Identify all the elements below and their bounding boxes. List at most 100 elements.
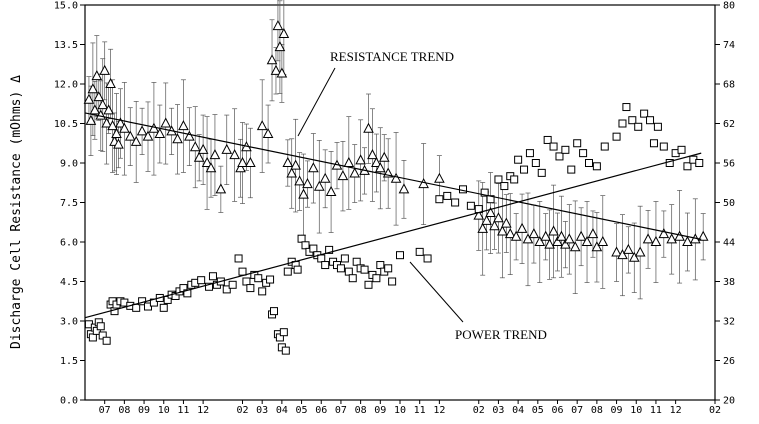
square-point	[537, 168, 546, 177]
series-layer	[83, 19, 709, 355]
square-point	[208, 272, 217, 281]
triangle-point	[500, 217, 512, 228]
triangle-point	[569, 241, 581, 252]
triangle-point	[115, 117, 126, 128]
x-tick-label: 06	[551, 405, 563, 416]
triangle-point	[522, 233, 534, 244]
triangle-point	[178, 120, 189, 131]
y2-tick-label: 44	[723, 238, 735, 249]
triangle-point	[119, 122, 130, 133]
triangle-point	[534, 235, 546, 246]
square-point	[321, 261, 330, 270]
y-tick-label: 1.5	[60, 356, 78, 367]
x-tick-label: 02	[236, 405, 248, 416]
triangle-point	[302, 177, 313, 189]
square-point	[634, 122, 643, 131]
y-tick-label: 7.5	[60, 198, 78, 209]
triangle-point	[697, 230, 709, 241]
square-point	[695, 159, 704, 167]
square-point	[238, 267, 247, 276]
square-point	[279, 328, 288, 337]
y2-tick-label: 80	[723, 1, 735, 12]
x-tick-label: 08	[118, 405, 130, 416]
square-point	[459, 185, 467, 194]
triangle-point	[136, 125, 148, 136]
triangle-point	[581, 235, 593, 246]
triangle-point	[290, 159, 301, 170]
triangle-point	[276, 67, 288, 78]
x-tick-label: 05	[532, 405, 544, 416]
y2-tick-label: 50	[723, 198, 735, 209]
square-point	[543, 135, 552, 144]
square-point	[309, 244, 318, 253]
x-tick-label: 08	[355, 405, 367, 416]
square-point	[525, 149, 534, 158]
x-tick-label: 12	[670, 405, 682, 416]
triangle-point	[493, 212, 504, 223]
square-point	[415, 247, 424, 256]
square-point	[510, 175, 519, 184]
y2-tick-label: 56	[723, 159, 735, 170]
square-point	[640, 109, 649, 118]
triangle-point	[142, 130, 154, 141]
square-point	[228, 280, 237, 289]
square-point	[683, 162, 692, 171]
triangle-point	[107, 120, 118, 131]
triangle-point	[398, 183, 410, 194]
triangle-point	[105, 77, 116, 88]
square-point	[573, 139, 582, 148]
square-point	[360, 265, 369, 274]
y-tick-label: 15.0	[54, 1, 78, 12]
square-point	[653, 122, 662, 131]
triangle-point	[101, 117, 112, 128]
triangle-point	[485, 206, 496, 218]
triangle-point	[666, 233, 678, 244]
x-tick-label: 11	[177, 405, 189, 416]
x-tick-label: 03	[256, 405, 268, 416]
square-point	[376, 261, 385, 270]
triangle-point	[378, 151, 390, 162]
annotation-leader-resistance	[297, 67, 336, 137]
triangle-point	[154, 127, 166, 139]
triangle-point	[89, 104, 101, 115]
y2-tick-label: 20	[723, 396, 735, 407]
square-point	[222, 285, 231, 294]
square-point	[132, 303, 141, 312]
triangle-point	[349, 167, 361, 178]
triangle-point	[597, 235, 609, 246]
y-tick-label: 9.0	[60, 159, 78, 170]
x-tick-label: 04	[276, 405, 288, 416]
annotation-resistance-trend: RESISTANCE TREND	[330, 49, 454, 64]
x-tick-label: 04	[512, 405, 524, 416]
triangle-point	[99, 64, 111, 75]
square-point	[592, 162, 601, 171]
x-tick-label: 02	[709, 405, 721, 416]
triangle-point	[477, 222, 489, 233]
triangle-point	[298, 188, 309, 199]
triangle-point	[91, 70, 103, 81]
triangle-point	[282, 156, 294, 167]
triangle-point	[516, 222, 528, 233]
triangle-point	[371, 156, 382, 167]
triangle-point	[367, 149, 378, 160]
axes-layer	[80, 4, 720, 404]
triangle-point	[628, 251, 640, 262]
triangle-point	[504, 228, 516, 239]
square-point	[293, 265, 302, 274]
square-point	[549, 142, 558, 151]
triangle-point	[274, 41, 286, 52]
triangle-point	[184, 130, 195, 141]
y2-tick-label: 26	[723, 356, 735, 367]
x-tick-label: 09	[374, 405, 386, 416]
x-tick-label: 10	[394, 405, 406, 416]
triangle-point	[325, 185, 337, 196]
triangle-point	[552, 235, 563, 246]
triangle-point	[97, 98, 109, 110]
x-tick-label: 11	[650, 405, 662, 416]
square-point	[325, 245, 334, 254]
triangle-point	[363, 122, 374, 133]
square-point	[348, 274, 357, 283]
triangle-point	[642, 233, 654, 244]
triangle-point	[548, 225, 559, 236]
x-tick-label: 06	[315, 405, 327, 416]
